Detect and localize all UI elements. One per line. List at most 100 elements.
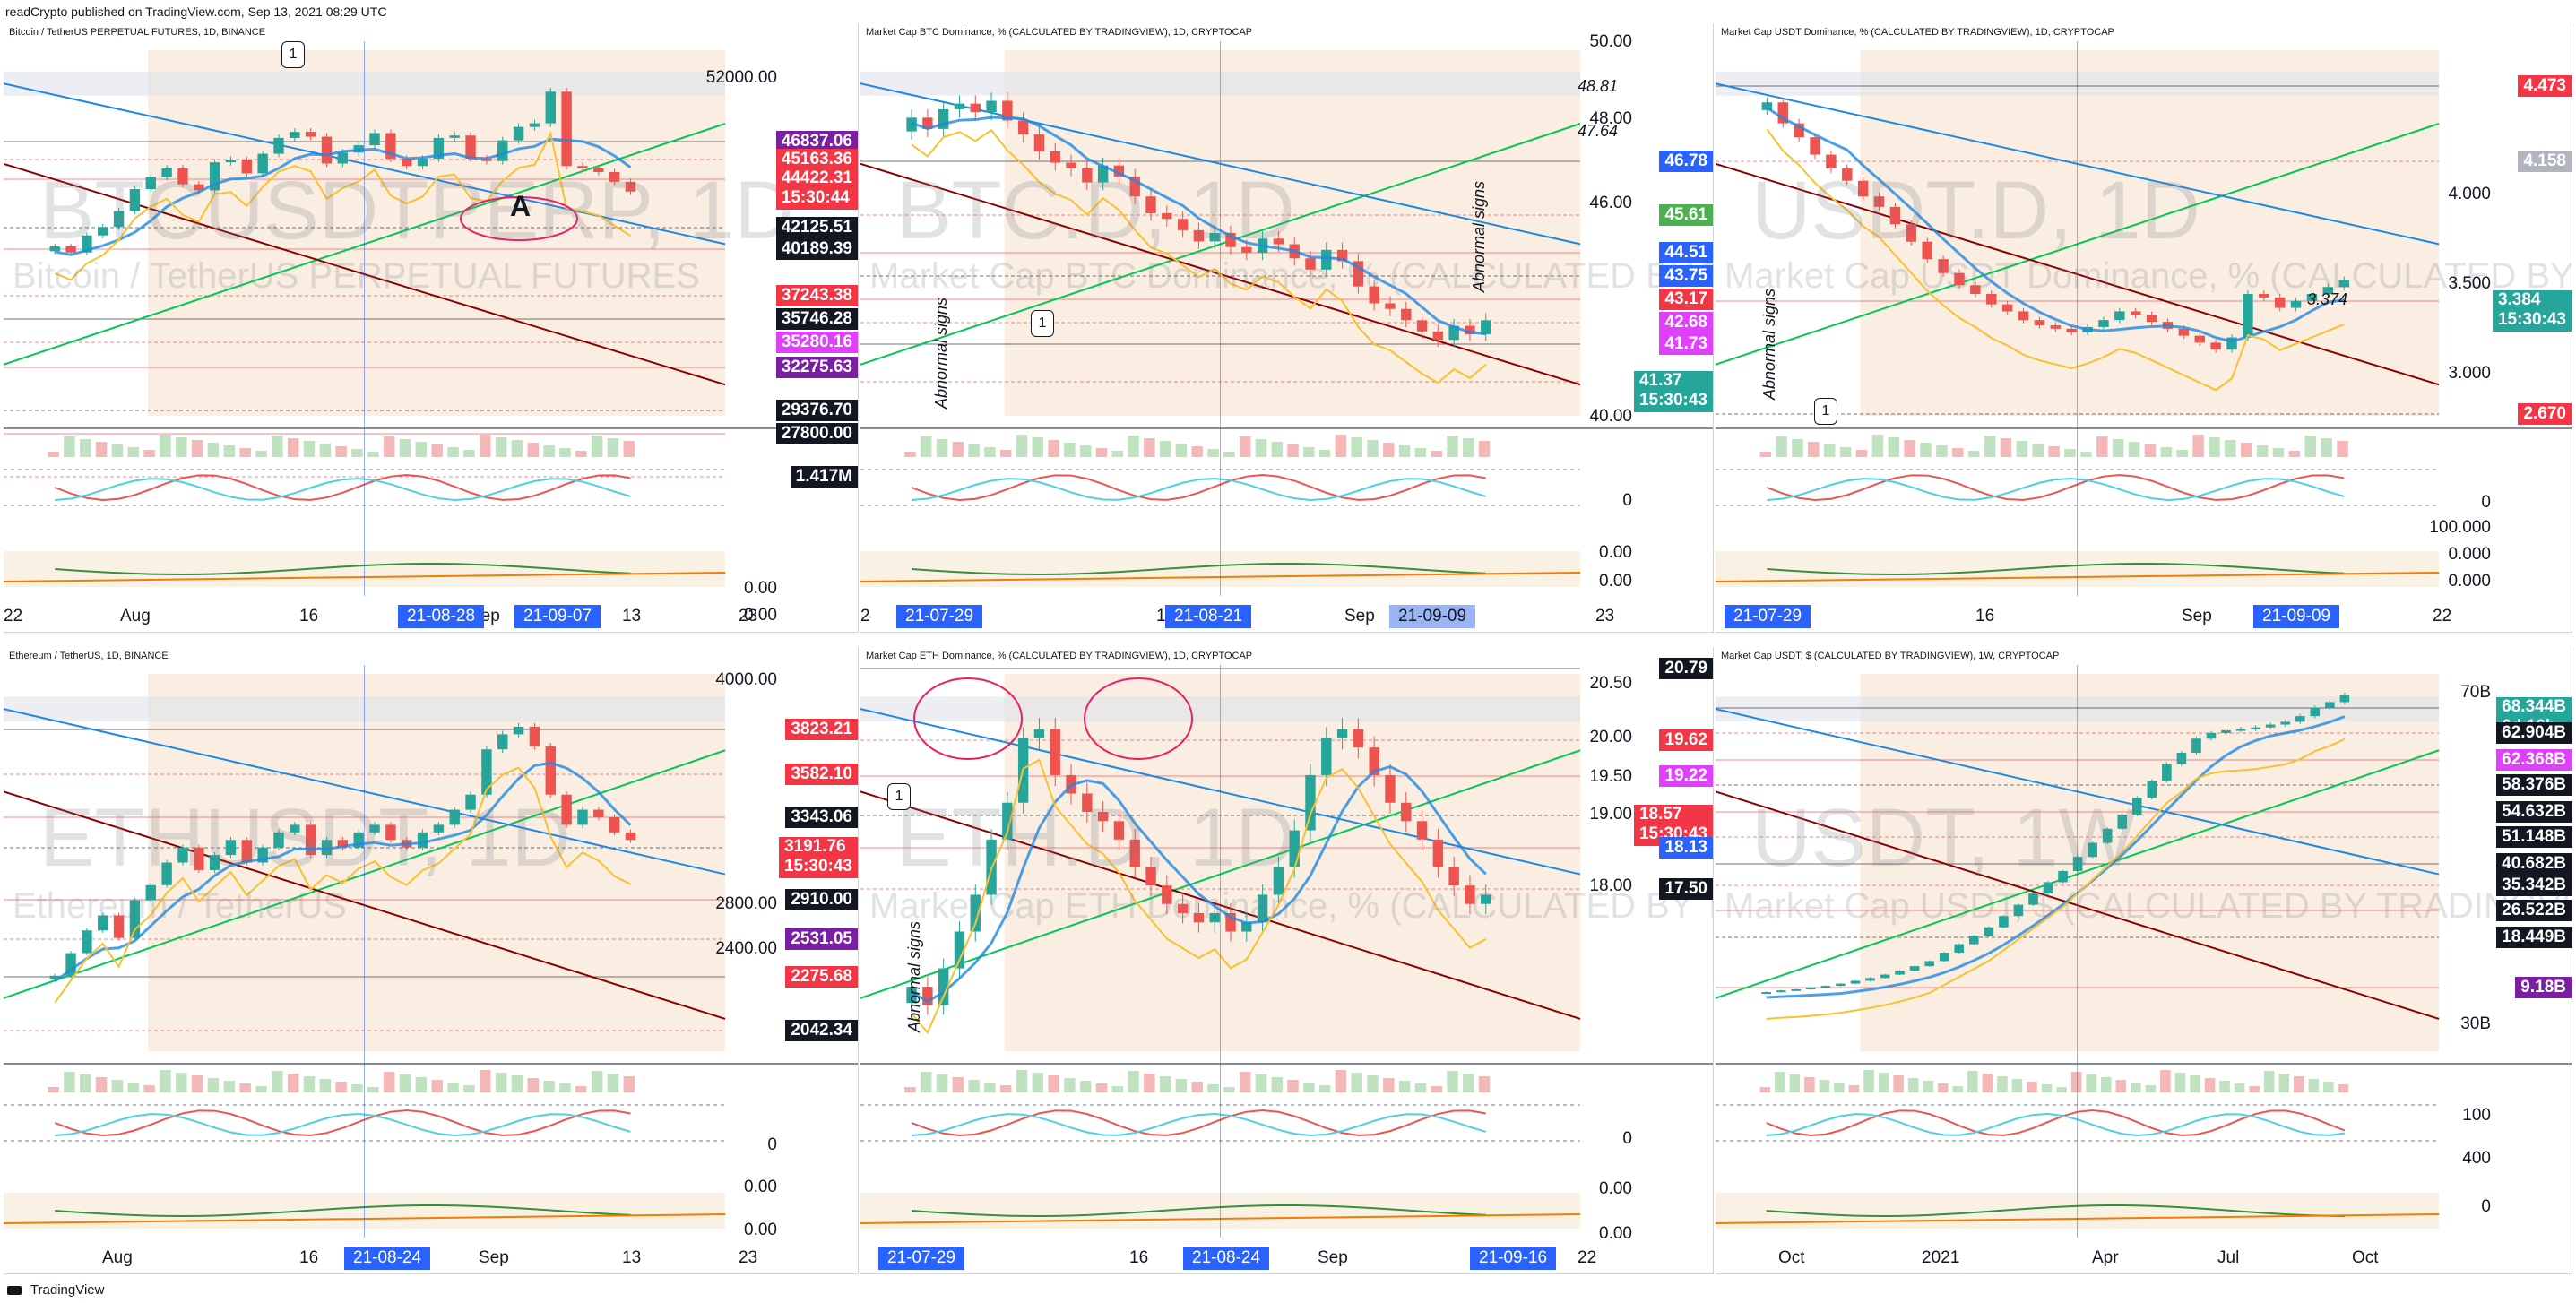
- candle: [1776, 989, 1786, 993]
- candle: [2043, 881, 2053, 895]
- volume-bar: [1759, 452, 1771, 457]
- candle: [938, 100, 949, 137]
- candle-body: [545, 746, 556, 795]
- candle-body: [2088, 842, 2097, 858]
- candle: [625, 178, 636, 195]
- volume-bar: [1967, 1071, 1978, 1092]
- volume-bar: [2145, 1085, 2157, 1092]
- price-tag: 2910.00: [785, 889, 858, 910]
- y-axis-label: 48.00: [1589, 109, 1632, 128]
- y-axis-label: 19.50: [1589, 767, 1632, 786]
- volume-bar: [2308, 1079, 2320, 1092]
- candle-body: [241, 840, 253, 863]
- volume-bar: [2096, 436, 2108, 457]
- volume-bar: [2128, 442, 2140, 457]
- candle-body: [257, 153, 268, 174]
- candle: [2050, 322, 2062, 332]
- volume-bar: [207, 443, 220, 457]
- price-tag-value: 35.342B: [2502, 876, 2566, 894]
- chart-panel-eth-dominance[interactable]: Market Cap ETH Dominance, % (CALCULATED …: [860, 647, 1714, 1274]
- candle: [1880, 973, 1890, 979]
- chart-panel-usdt-dominance[interactable]: Market Cap USDT Dominance, % (CALCULATED…: [1716, 23, 2572, 633]
- chart-panel-ethusdt[interactable]: Ethereum / TetherUS, 1D, BINANCE ETHUSDT,…: [4, 647, 859, 1274]
- candle: [2001, 300, 2013, 315]
- x-axis-label: Aug: [120, 607, 151, 626]
- price-tag-value: 44.51: [1664, 243, 1707, 262]
- candle-body: [1416, 320, 1428, 332]
- price-tag: 2.670: [2518, 403, 2572, 425]
- candle-body: [1776, 990, 1786, 993]
- price-tag: 26.522B: [2496, 900, 2572, 921]
- candle-body: [2034, 320, 2045, 325]
- y-axis-label: 2400.00: [715, 939, 777, 958]
- price-tag: 42.68: [1659, 312, 1713, 333]
- volume-bar: [1064, 443, 1076, 457]
- candle-body: [1465, 325, 1475, 334]
- moving-average-line: [54, 761, 632, 983]
- candle-body: [1889, 206, 1901, 225]
- oscillator-cyan: [911, 1113, 1487, 1136]
- candle-body: [161, 862, 172, 885]
- candle: [417, 829, 428, 850]
- volume-bar: [287, 1074, 299, 1092]
- price-tag-value: 3823.21: [791, 720, 852, 738]
- candle-body: [2102, 828, 2113, 843]
- price-tag-value: 17.50: [1664, 879, 1707, 898]
- y-axis-label: 50.00: [1589, 32, 1632, 51]
- volume-bar: [160, 435, 171, 457]
- price-tag: 42125.51: [775, 217, 858, 238]
- volume-bar: [1952, 1086, 1964, 1092]
- volume-bar: [383, 436, 395, 457]
- chart-panel-btc-dominance[interactable]: Market Cap BTC Dominance, % (CALCULATED …: [860, 23, 1714, 633]
- price-tag-value: 2.670: [2523, 404, 2566, 423]
- volume-bar: [1032, 1073, 1044, 1092]
- chart-title: Market Cap ETH Dominance, % (CALCULATED …: [866, 651, 1253, 661]
- oscillator-red: [54, 1109, 631, 1136]
- candle-body: [1017, 120, 1029, 135]
- candle-body: [337, 840, 349, 848]
- candle-body: [385, 133, 396, 160]
- volume-bar: [1808, 442, 1820, 457]
- volume-bar: [2000, 438, 2012, 457]
- volume-bar: [239, 448, 251, 457]
- candle: [609, 168, 620, 186]
- chart-panel-btcusdt[interactable]: Bitcoin / TetherUS PERPETUAL FUTURES, 1D…: [4, 23, 859, 633]
- volume-bar: [447, 1083, 459, 1092]
- candle: [273, 134, 284, 158]
- volume-bar: [223, 445, 236, 457]
- volume-bar: [1936, 445, 1948, 457]
- candle-body: [1209, 912, 1220, 923]
- bottom-indicator: [55, 563, 631, 575]
- price-tag-value: 45163.36: [781, 150, 852, 168]
- chart-panel-usdt-marketcap[interactable]: Market Cap USDT, $ (CALCULATED BY TRADIN…: [1716, 647, 2572, 1274]
- volume-bar: [479, 435, 491, 457]
- candle: [1922, 237, 1932, 263]
- volume-bar: [2204, 1078, 2216, 1092]
- volume-bar: [2016, 441, 2028, 457]
- candle-body: [2191, 738, 2201, 753]
- price-tag-value: 4.158: [2523, 151, 2566, 170]
- candle: [2034, 316, 2045, 329]
- volume-bar: [1414, 448, 1427, 457]
- volume-bar: [1398, 1081, 1411, 1092]
- annotation-abnormal-signs: Abnormal signs: [905, 920, 923, 1032]
- volume-bar: [1318, 450, 1331, 457]
- price-tag: 32275.63: [775, 357, 858, 378]
- candle: [449, 132, 460, 142]
- candle-body: [1225, 912, 1236, 932]
- volume-bar: [1271, 442, 1283, 457]
- candle-body: [1162, 213, 1172, 220]
- volume-bar: [2041, 1084, 2053, 1092]
- volume-bar: [1303, 447, 1315, 457]
- candle-body: [2146, 315, 2157, 323]
- price-tag-value: 27800.00: [781, 424, 852, 443]
- candle: [1401, 301, 1412, 328]
- candle-body: [1481, 320, 1491, 334]
- candle: [954, 921, 965, 979]
- volume-bar: [1287, 1080, 1299, 1092]
- candle-body: [529, 726, 540, 746]
- price-tag: 35746.28: [775, 308, 858, 330]
- price-tag: 40189.39: [775, 238, 858, 260]
- candle-body: [225, 160, 237, 163]
- volume-bar: [1463, 438, 1474, 457]
